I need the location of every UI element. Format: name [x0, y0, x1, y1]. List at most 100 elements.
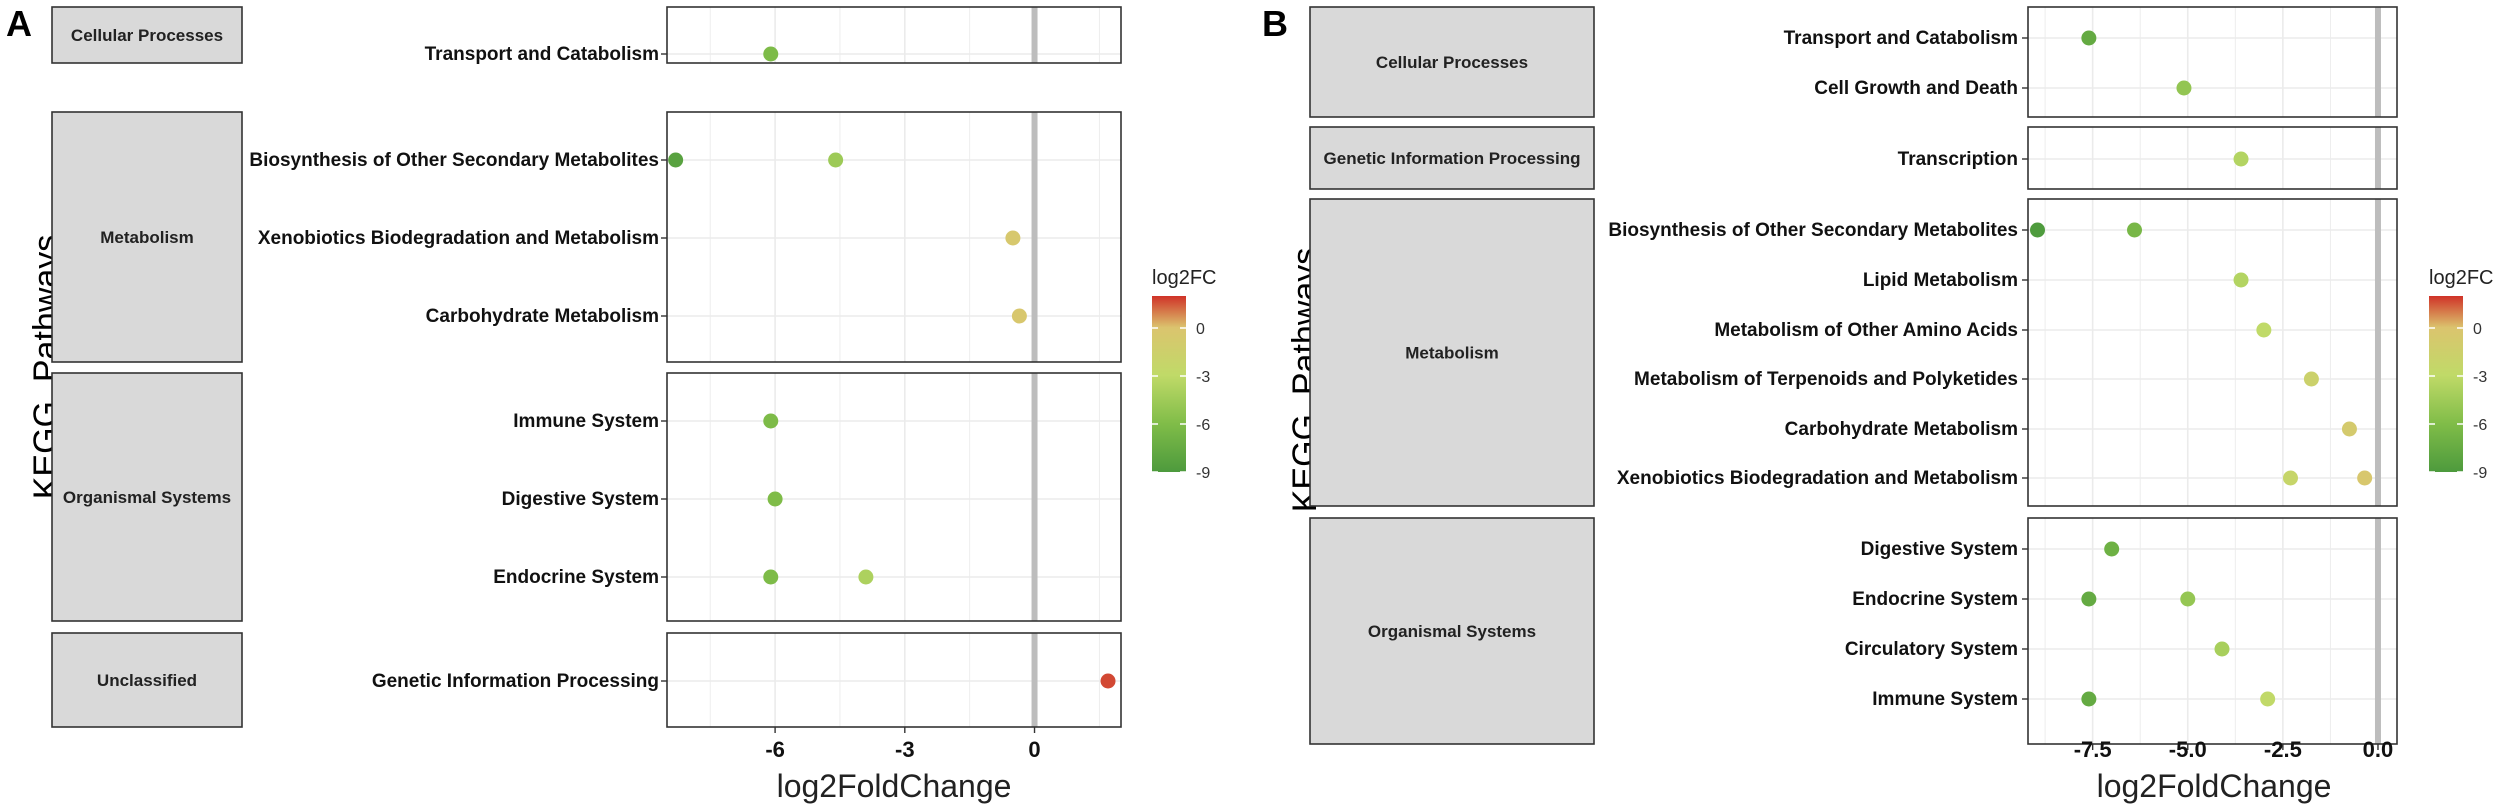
data-point — [2357, 470, 2373, 486]
legend-colorbar — [2429, 296, 2463, 472]
data-point — [2233, 272, 2249, 288]
data-point — [828, 152, 844, 168]
plot-panel-border — [2027, 6, 2398, 118]
y-tick-label: Genetic Information Processing — [372, 671, 659, 692]
data-point — [2303, 371, 2319, 387]
facet-strip-label: Cellular Processes — [71, 26, 223, 45]
legend-tick-label: -6 — [2473, 417, 2487, 434]
plot-panel-border — [666, 632, 1122, 728]
data-point — [767, 491, 783, 507]
legend-colorbar — [1152, 296, 1186, 472]
data-point — [2180, 591, 2196, 607]
y-tick-label: Cell Growth and Death — [1814, 78, 2018, 99]
y-tick-label: Digestive System — [1861, 539, 2018, 560]
legend: log2FC 0 -3 -6 -9 — [1152, 267, 1216, 482]
data-point — [2104, 541, 2120, 557]
y-tick-label: Circulatory System — [1845, 639, 2018, 660]
facet-strip-label: Organismal Systems — [63, 488, 231, 507]
data-point — [2176, 80, 2192, 96]
legend-tick-label: -3 — [1196, 369, 1210, 386]
legend-tick-label: -3 — [2473, 369, 2487, 386]
y-tick-label: Metabolism of Terpenoids and Polyketides — [1634, 369, 2018, 390]
facet-strip — [51, 111, 243, 363]
plot-panel — [667, 633, 1121, 727]
y-tick-label: Carbohydrate Metabolism — [1785, 419, 2018, 440]
legend: log2FC 0 -3 -6 -9 — [2429, 267, 2493, 482]
x-tick-label: -2.5 — [2264, 737, 2302, 762]
x-tick-label: -3 — [895, 737, 915, 762]
y-tick-label: Xenobiotics Biodegradation and Metabolis… — [258, 228, 659, 249]
facet-strip — [1309, 126, 1595, 190]
facet-strip-label: Cellular Processes — [1376, 53, 1528, 72]
data-point — [2282, 470, 2298, 486]
facet-strip-label: Organismal Systems — [1368, 622, 1536, 641]
facet-strip — [51, 6, 243, 64]
y-tick-label: Immune System — [1872, 689, 2018, 710]
data-point — [1100, 673, 1116, 689]
plot-panel — [667, 373, 1121, 621]
plot-panel — [2028, 199, 2397, 506]
y-tick-label: Endocrine System — [1852, 589, 2018, 610]
y-tick-label: Transport and Catabolism — [1784, 28, 2018, 49]
y-tick-label: Transcription — [1898, 149, 2018, 170]
y-tick-label: Biosynthesis of Other Secondary Metaboli… — [1608, 220, 2018, 241]
facet-strip-label: Metabolism — [100, 228, 194, 247]
y-tick-label: Endocrine System — [493, 567, 659, 588]
x-tick-label: 0.0 — [2363, 737, 2394, 762]
x-tick-label: -6 — [765, 737, 785, 762]
legend-tick-label: -9 — [2473, 465, 2487, 482]
y-tick-label: Carbohydrate Metabolism — [426, 306, 659, 327]
facet-metabolism: Metabolism Biosynthesis of Other Secondar… — [1309, 198, 2398, 507]
plot-panel-border — [2027, 126, 2398, 190]
plot-panel-border — [666, 372, 1122, 622]
x-axis-title: log2FoldChange — [2097, 768, 2332, 804]
data-point — [2256, 322, 2272, 338]
facet-organismal-systems: Organismal Systems Immune System Digestive… — [51, 372, 1122, 622]
data-point — [763, 46, 779, 62]
plot-panel — [2028, 518, 2397, 744]
data-point — [2081, 30, 2097, 46]
plot-panel-border — [666, 111, 1122, 363]
x-tick-label: -7.5 — [2074, 737, 2112, 762]
facet-strip — [51, 372, 243, 622]
legend-title: log2FC — [2429, 267, 2493, 289]
data-point — [2260, 691, 2276, 707]
data-point — [2233, 151, 2249, 167]
data-point — [763, 569, 779, 585]
plot-panel-border — [666, 6, 1122, 64]
y-tick-label: Xenobiotics Biodegradation and Metabolis… — [1617, 468, 2018, 489]
y-tick-label: Biosynthesis of Other Secondary Metaboli… — [249, 150, 659, 171]
y-tick-label: Lipid Metabolism — [1863, 270, 2018, 291]
legend-tick-label: -6 — [1196, 417, 1210, 434]
plot-panel-border — [2027, 198, 2398, 507]
facet-unclassified: Unclassified Genetic Information Processi… — [51, 632, 1122, 728]
facet-strip-label: Unclassified — [97, 671, 197, 690]
data-point — [858, 569, 874, 585]
x-tick-label: -5.0 — [2169, 737, 2207, 762]
data-point — [1011, 308, 1027, 324]
legend-tick-label: 0 — [1196, 321, 1205, 338]
facet-metabolism: Metabolism Biosynthesis of Other Secondar… — [51, 111, 1122, 363]
data-point — [2127, 222, 2143, 238]
data-point — [2081, 591, 2097, 607]
data-point — [2214, 641, 2230, 657]
data-point — [763, 413, 779, 429]
legend-title: log2FC — [1152, 267, 1216, 289]
y-tick-label: Transport and Catabolism — [425, 44, 659, 65]
facet-genetic-information-processing: Genetic Information Processing Transcript… — [1309, 126, 2398, 190]
y-tick-label: Digestive System — [502, 489, 659, 510]
facet-strip — [1309, 6, 1595, 118]
facet-strip-label: Genetic Information Processing — [1324, 149, 1581, 168]
plot-panel — [2028, 7, 2397, 117]
facet-cellular-processes: Cellular Processes Transport and Cataboli… — [51, 6, 1122, 65]
legend-tick-label: 0 — [2473, 321, 2482, 338]
panel-label: A — [6, 3, 32, 44]
x-axis-title: log2FoldChange — [777, 768, 1012, 804]
y-tick-label: Metabolism of Other Amino Acids — [1714, 320, 2018, 341]
data-point — [668, 152, 684, 168]
x-tick-label: 0 — [1028, 737, 1040, 762]
facet-strip — [1309, 517, 1595, 745]
data-point — [2081, 691, 2097, 707]
